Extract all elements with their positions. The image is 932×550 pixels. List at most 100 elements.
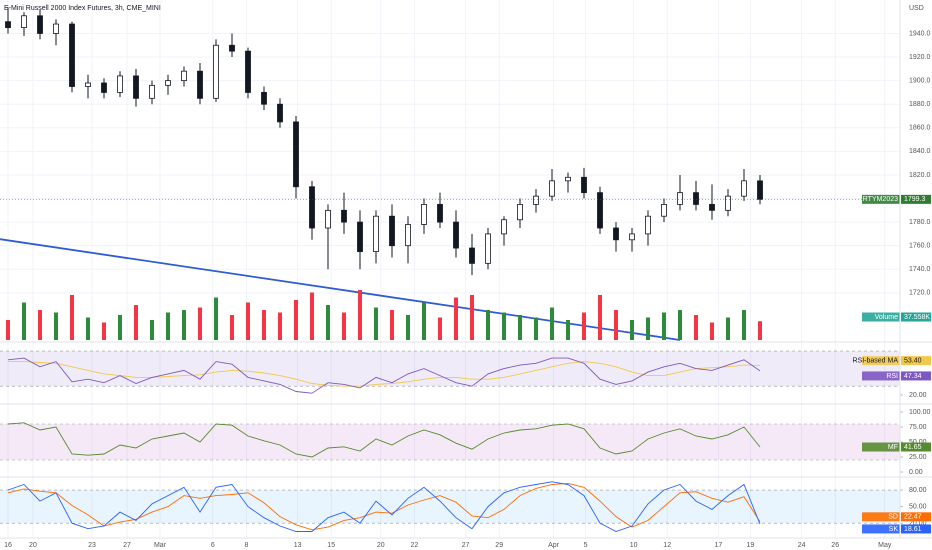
last-value-label: 41.65	[904, 444, 922, 451]
volume-bar	[678, 310, 682, 340]
candle-body	[485, 233, 491, 264]
volume-bar	[246, 302, 250, 340]
candle-body	[101, 82, 107, 93]
x-tick-label: 6	[211, 542, 215, 549]
candle-body	[357, 221, 363, 252]
x-tick-label: 27	[123, 542, 131, 549]
y-tick-label: 1860.0	[909, 125, 931, 132]
volume-bar	[166, 312, 170, 340]
last-value-label: 47.34	[904, 373, 922, 380]
candle-body	[453, 221, 459, 249]
volume-bar	[502, 312, 506, 340]
chart-title: E-Mini Russell 2000 Index Futures, 3h, C…	[4, 5, 161, 12]
x-tick-label: 10	[630, 542, 638, 549]
candle-body	[421, 204, 427, 225]
x-tick-label: 26	[831, 542, 839, 549]
last-value-box	[901, 524, 931, 534]
candle-body	[581, 176, 587, 194]
last-value-name-box	[862, 512, 900, 522]
candle-body	[517, 204, 523, 221]
volume-bar	[70, 295, 74, 340]
volume-bar	[118, 315, 122, 340]
candle-body	[373, 215, 379, 252]
last-value-name-box	[862, 194, 900, 204]
candle-body	[661, 204, 667, 217]
last-value-name: RSI	[886, 373, 898, 380]
volume-bar	[534, 317, 538, 340]
candle-body	[37, 15, 43, 34]
y-tick-label: 20.00	[909, 392, 927, 399]
last-value-name-box	[862, 371, 900, 381]
volume-bar	[22, 302, 26, 340]
volume-bar	[454, 297, 458, 340]
y-tick-label: 1940.0	[909, 30, 931, 37]
last-value-label: 18.61	[904, 526, 922, 533]
volume-bar	[38, 310, 42, 340]
volume-bar	[230, 315, 234, 340]
volume-bar	[422, 302, 426, 340]
y-tick-label: 75.00	[909, 424, 927, 431]
volume-bar	[6, 320, 10, 340]
last-value-box	[901, 512, 931, 522]
x-tick-label: 23	[88, 542, 96, 549]
volume-bar	[278, 312, 282, 340]
y-tick-label: 50.00	[909, 439, 927, 446]
last-value-box	[901, 356, 931, 366]
y-tick-label: 1740.0	[909, 266, 931, 273]
last-value-name: RTYM2023	[863, 196, 898, 203]
candle-body	[293, 121, 299, 188]
band	[0, 424, 900, 460]
volume-bar	[470, 295, 474, 340]
candle-body	[261, 92, 267, 105]
candle-body	[149, 84, 155, 99]
last-value-label: 53.40	[904, 357, 922, 364]
indicator-line	[8, 361, 761, 387]
volume-bar	[294, 300, 298, 340]
indicator-line	[7, 481, 761, 532]
y-tick-label: 20.00	[909, 520, 927, 527]
candle-body	[501, 219, 507, 235]
volume-bar	[214, 297, 218, 340]
volume-bar	[342, 312, 346, 340]
volume-bar	[150, 320, 154, 340]
y-tick-label: 1920.0	[909, 54, 931, 61]
volume-bar	[358, 290, 362, 340]
candle-body	[389, 215, 395, 247]
last-value-name: MF	[888, 444, 898, 451]
volume-bar	[406, 315, 410, 340]
candle-body	[725, 195, 731, 211]
volume-bar	[134, 305, 138, 340]
x-tick-label: 20	[377, 542, 385, 549]
volume-bar	[566, 320, 570, 340]
volume-bar	[438, 317, 442, 340]
candle-body	[5, 21, 11, 28]
candle-body	[597, 192, 603, 229]
last-value-name: SD	[888, 514, 898, 521]
candle-body	[277, 103, 283, 123]
y-tick-label: 1880.0	[909, 101, 931, 108]
volume-bar	[582, 312, 586, 340]
candle-body	[229, 44, 235, 52]
band	[0, 490, 900, 524]
x-tick-label: 20	[29, 542, 37, 549]
volume-bar	[710, 322, 714, 340]
volume-bar	[182, 310, 186, 340]
volume-bar	[198, 307, 202, 340]
volume-bar	[262, 310, 266, 340]
volume-bar	[630, 320, 634, 340]
volume-bar	[86, 317, 90, 340]
x-tick-label: 16	[4, 542, 12, 549]
volume-bar	[550, 307, 554, 340]
candle-body	[85, 82, 91, 87]
x-tick-label: 24	[798, 542, 806, 549]
last-value-name-box	[862, 356, 900, 366]
x-tick-label: Apr	[548, 542, 560, 549]
x-tick-label: 22	[411, 542, 419, 549]
candle-body	[437, 204, 443, 223]
indicator-line	[7, 422, 761, 458]
last-value-box	[901, 371, 931, 381]
volume-bar	[758, 321, 762, 340]
candle-body	[245, 50, 251, 93]
y-tick-label: 25.00	[909, 454, 927, 461]
